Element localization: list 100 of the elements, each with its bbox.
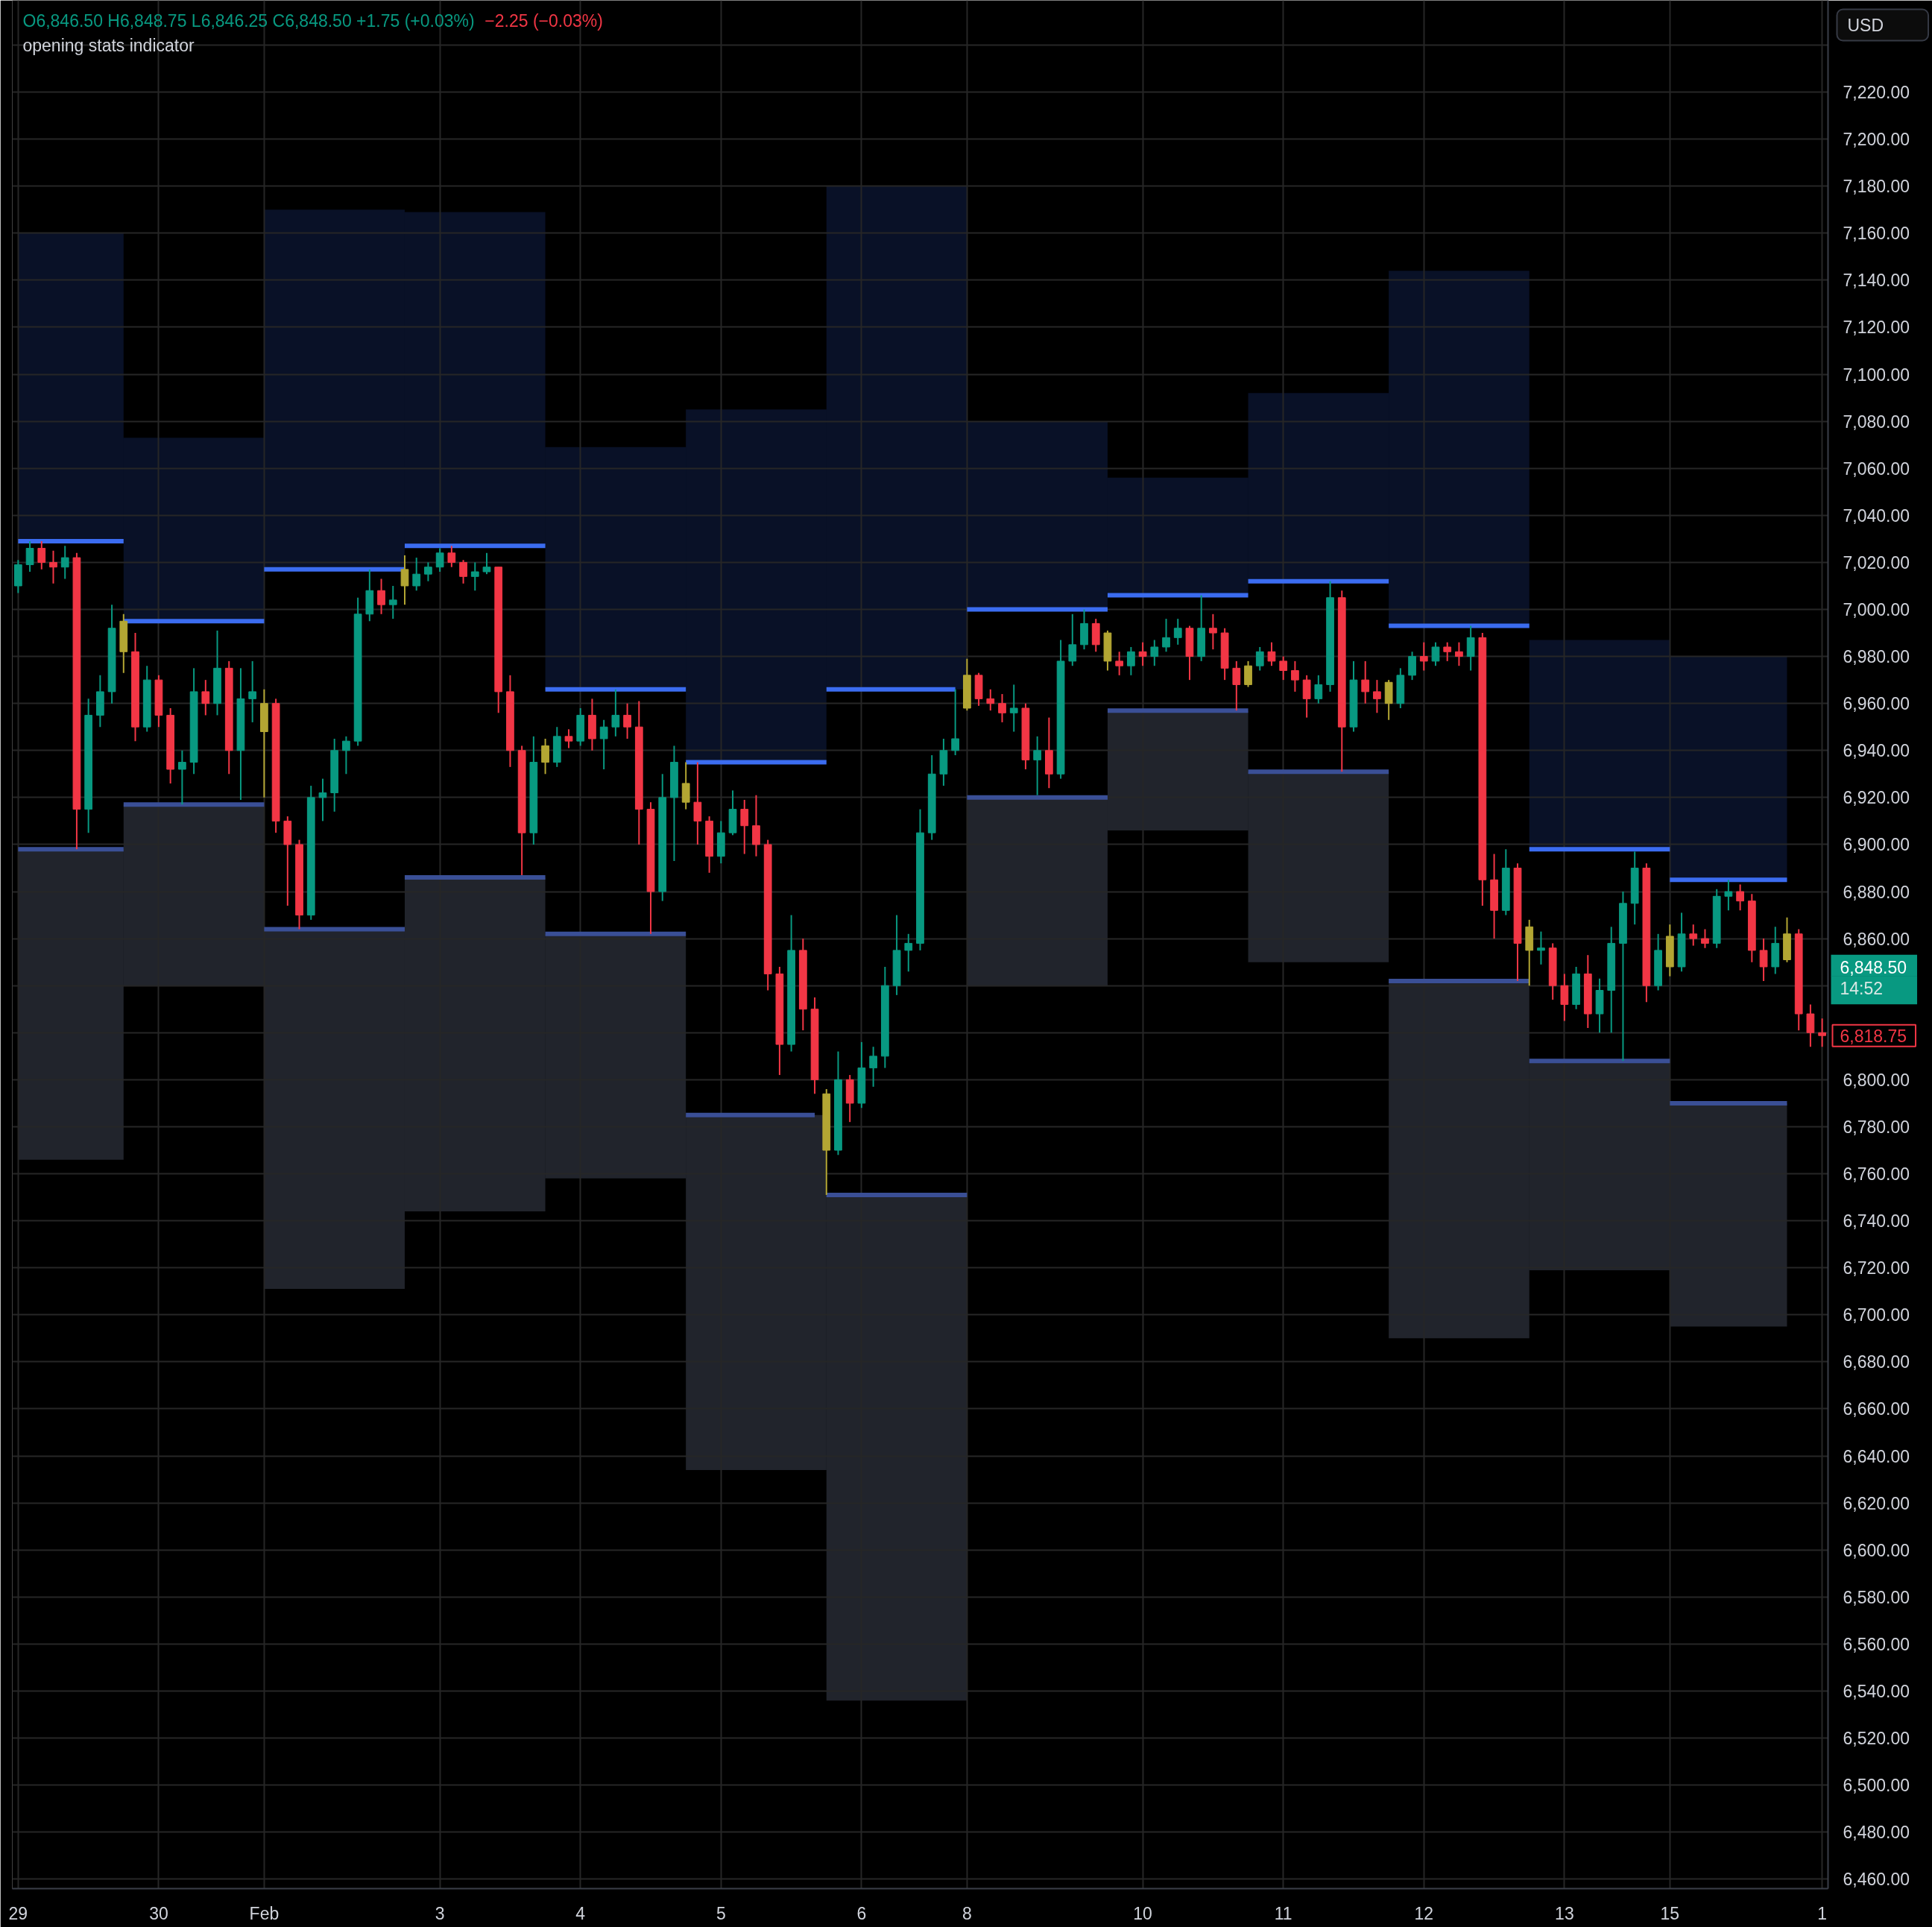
candlestick (377, 578, 385, 615)
y-tick-label: 7,220.00 (1843, 83, 1910, 103)
candlestick (611, 688, 620, 737)
x-tick-label: 15 (1660, 1903, 1680, 1923)
y-tick-label: 6,500.00 (1843, 1776, 1910, 1796)
x-tick-label: 8 (962, 1903, 972, 1923)
candlestick (388, 584, 397, 620)
candlestick (1127, 646, 1135, 676)
candlestick (1701, 928, 1709, 949)
x-tick-label: 29 (8, 1903, 28, 1923)
y-tick-label: 6,880.00 (1843, 882, 1910, 902)
text: 14:52 (1840, 979, 1884, 999)
candlestick (1009, 684, 1018, 733)
candlestick (1443, 641, 1452, 662)
y-tick-label: 6,700.00 (1843, 1305, 1910, 1325)
candlestick (1431, 641, 1440, 667)
y-tick-label: 7,200.00 (1843, 130, 1910, 150)
candlestick (1818, 1018, 1827, 1048)
y-tick-label: 7,060.00 (1843, 458, 1910, 479)
y-tick-label: 6,800.00 (1843, 1070, 1910, 1090)
y-tick-label: 6,480.00 (1843, 1823, 1910, 1843)
x-tick-label: 30 (149, 1903, 168, 1923)
candlestick (1736, 883, 1744, 912)
candlestick (1173, 618, 1182, 646)
y-tick-label: 6,760.00 (1843, 1164, 1910, 1185)
y-tick-label: 6,460.00 (1843, 1870, 1910, 1890)
candlestick (1279, 655, 1288, 681)
x-tick-label: 13 (1555, 1903, 1574, 1923)
candlestick (1162, 618, 1170, 653)
candlestick (37, 540, 46, 570)
candlestick (201, 679, 210, 716)
candlestick (1115, 651, 1124, 676)
candlestick (1314, 674, 1323, 704)
candlestick (424, 561, 432, 582)
text: 6,818.75 (1840, 1026, 1907, 1046)
x-tick-label: 6 (856, 1903, 867, 1923)
candlestick (248, 660, 257, 723)
x-tick-label: 1 (1817, 1903, 1828, 1923)
y-tick-label: 7,120.00 (1843, 318, 1910, 338)
text: 6,848.50 (1840, 957, 1907, 977)
y-tick-label: 7,180.00 (1843, 177, 1910, 197)
x-tick-label: 5 (716, 1903, 726, 1923)
x-tick-label: Feb (249, 1903, 280, 1923)
candlestick (49, 549, 57, 584)
candlestick (951, 688, 960, 757)
candlestick (400, 554, 409, 606)
candlestick (1033, 735, 1042, 796)
candlestick (998, 693, 1006, 723)
candlestick (1759, 938, 1768, 982)
y-tick-label: 7,080.00 (1843, 411, 1910, 432)
candlestick (459, 559, 467, 584)
y-tick-label: 6,540.00 (1843, 1682, 1910, 1702)
candlestick (599, 719, 608, 770)
candlestick (1138, 641, 1147, 667)
y-tick-label: 7,020.00 (1843, 552, 1910, 573)
y-tick-label: 6,960.00 (1843, 694, 1910, 714)
y-tick-label: 6,660.00 (1843, 1399, 1910, 1419)
candlestick (1361, 660, 1370, 704)
candlestick (470, 561, 479, 592)
candlestick (623, 702, 631, 739)
candlestick (60, 545, 69, 580)
candlestick (869, 1046, 878, 1088)
y-tick-label: 6,940.00 (1843, 741, 1910, 761)
candlestick (1689, 924, 1698, 947)
candlestick (1232, 660, 1241, 712)
candlestick (435, 547, 444, 573)
x-tick-label: 4 (575, 1903, 586, 1923)
candlestick (1724, 879, 1733, 912)
x-tick-label: 11 (1274, 1903, 1292, 1923)
y-tick-label: 6,900.00 (1843, 835, 1910, 855)
y-tick-label: 7,160.00 (1843, 224, 1910, 244)
candlestick (1068, 613, 1077, 667)
candlestick (178, 749, 186, 806)
x-tick-label: 10 (1133, 1903, 1152, 1923)
candlestick (904, 933, 913, 973)
y-tick-label: 6,620.00 (1843, 1493, 1910, 1513)
y-tick-label: 7,100.00 (1843, 365, 1910, 385)
y-tick-label: 6,680.00 (1843, 1352, 1910, 1372)
text: opening stats indicator (22, 35, 195, 55)
y-tick-label: 7,000.00 (1843, 599, 1910, 619)
candlestick (25, 540, 34, 573)
y-tick-label: 6,780.00 (1843, 1117, 1910, 1137)
candlestick (1209, 613, 1217, 651)
candlestick (1291, 660, 1299, 693)
candlestick (318, 778, 327, 822)
y-tick-label: 6,600.00 (1843, 1540, 1910, 1560)
candlestick (447, 545, 456, 568)
text: USD (1847, 15, 1884, 35)
candlestick (342, 735, 350, 775)
candlestick (1373, 679, 1381, 714)
y-tick-label: 6,520.00 (1843, 1729, 1910, 1749)
candlestick (1455, 641, 1463, 667)
x-tick-label: 3 (435, 1903, 445, 1923)
y-tick-label: 6,920.00 (1843, 788, 1910, 808)
candlestick (564, 728, 573, 749)
candlestick (1255, 646, 1264, 672)
y-tick-label: 6,740.00 (1843, 1211, 1910, 1231)
y-tick-label: 6,580.00 (1843, 1587, 1910, 1607)
y-tick-label: 6,720.00 (1843, 1258, 1910, 1278)
candlestick (1267, 641, 1276, 667)
